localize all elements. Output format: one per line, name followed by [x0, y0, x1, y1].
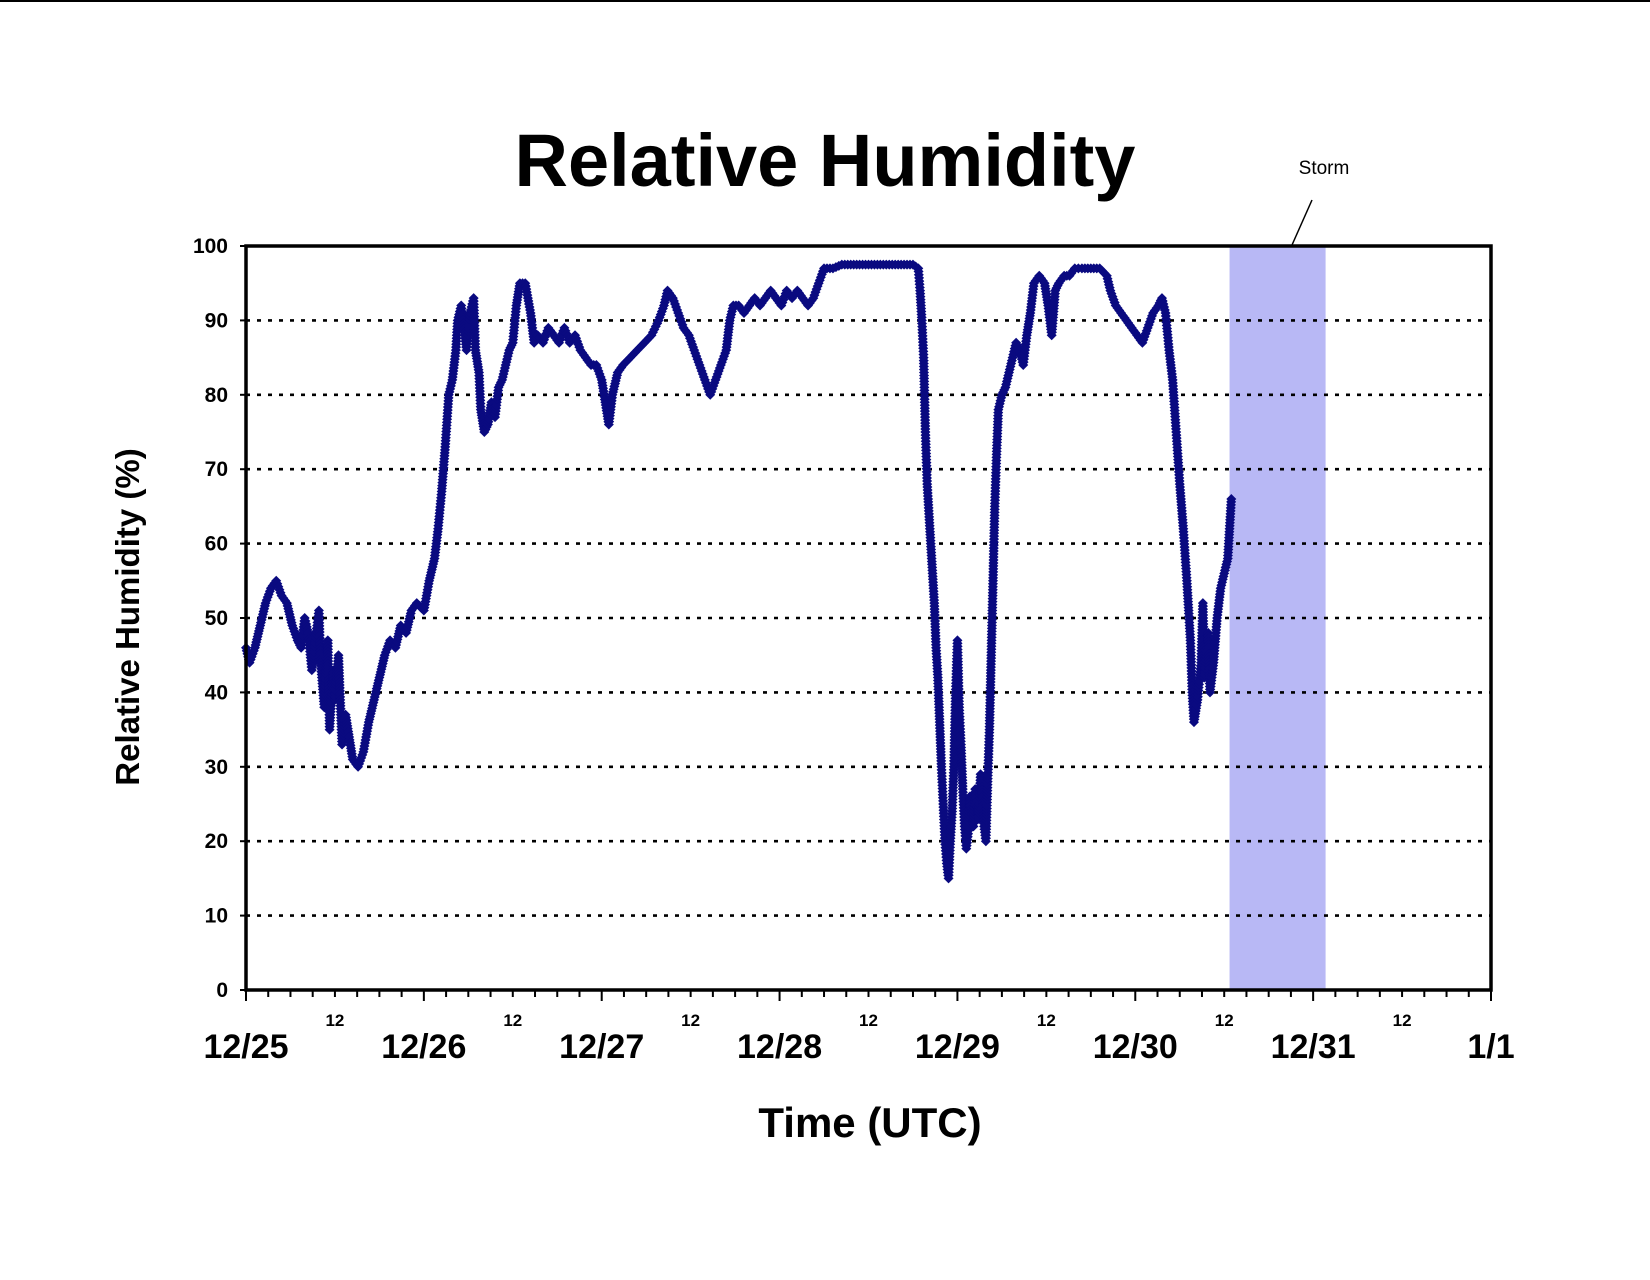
y-tick-label: 30: [205, 756, 228, 779]
x-tick-label-date: 12/28: [737, 1028, 822, 1066]
y-tick-label: 20: [205, 830, 228, 853]
x-tick-label-hour: 12: [1393, 1011, 1412, 1030]
y-tick-label: 50: [205, 607, 228, 630]
y-tick-label: 100: [193, 235, 228, 258]
y-tick-label: 90: [205, 309, 228, 332]
plot-area: 0 10 20 30 40 50 60 70 80 90 100 12/25 12/26 12/27 12/…: [193, 199, 1515, 1066]
x-tick-label-hour: 12: [681, 1011, 700, 1030]
x-tick-label-date: 12/29: [915, 1028, 1000, 1066]
x-tick-label-date: 12/27: [559, 1028, 644, 1066]
y-tick-label: 70: [205, 458, 228, 481]
x-axis-label: Time (UTC): [758, 1099, 981, 1146]
y-tick-label: 60: [205, 533, 228, 556]
x-tick-label-hour: 12: [325, 1011, 344, 1030]
y-axis-label: Relative Humidity (%): [109, 448, 146, 785]
x-tick-label-date: 1/1: [1467, 1028, 1514, 1066]
x-tick-label-hour: 12: [859, 1011, 878, 1030]
x-tick-label-hour: 12: [503, 1011, 522, 1030]
storm-leader-line: [1291, 199, 1313, 246]
top-border-line: [0, 0, 1650, 2]
y-tick-label: 0: [216, 979, 228, 1002]
x-tick-label-date: 12/25: [203, 1028, 288, 1066]
y-tick-label: 80: [205, 384, 228, 407]
y-tick-label: 10: [205, 905, 228, 928]
storm-shaded-region: [1229, 246, 1326, 990]
x-tick-label-date: 12/30: [1093, 1028, 1178, 1066]
x-tick-label-hour: 12: [1215, 1011, 1234, 1030]
x-tick-label-hour: 12: [1037, 1011, 1056, 1030]
storm-annotation-label: Storm: [1299, 158, 1350, 179]
chart-title: Relative Humidity: [515, 119, 1136, 202]
x-tick-label-date: 12/26: [381, 1028, 466, 1066]
x-tick-label-date: 12/31: [1271, 1028, 1356, 1066]
data-point: [1226, 493, 1237, 504]
y-tick-label: 40: [205, 681, 228, 704]
